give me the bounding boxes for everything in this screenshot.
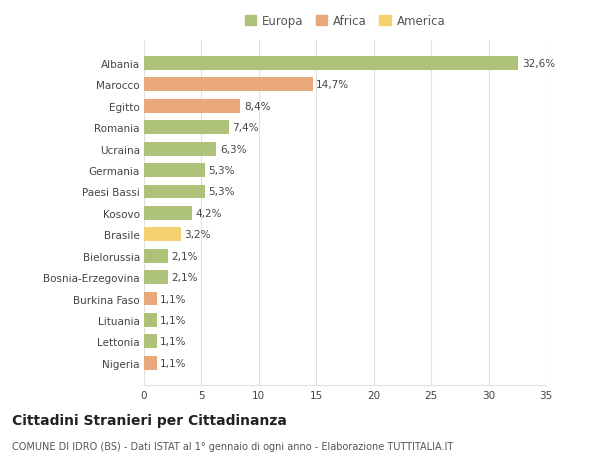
Bar [144,228,181,242]
Bar [144,185,205,199]
Bar [144,292,157,306]
Bar [144,121,229,135]
Text: 4,2%: 4,2% [196,208,222,218]
Text: 5,3%: 5,3% [208,187,235,197]
Bar [144,335,157,348]
Bar [144,270,168,285]
Text: 14,7%: 14,7% [316,80,349,90]
Bar [144,78,313,92]
Text: 32,6%: 32,6% [522,59,555,69]
Text: 8,4%: 8,4% [244,101,271,112]
Text: 5,3%: 5,3% [208,166,235,176]
Text: 7,4%: 7,4% [232,123,259,133]
Text: 1,1%: 1,1% [160,315,187,325]
Bar [144,164,205,178]
Bar [144,313,157,327]
Text: 2,1%: 2,1% [172,273,198,282]
Text: 1,1%: 1,1% [160,336,187,347]
Bar [144,100,241,113]
Text: 1,1%: 1,1% [160,358,187,368]
Bar [144,57,518,71]
Text: 6,3%: 6,3% [220,145,247,154]
Text: 3,2%: 3,2% [184,230,211,240]
Bar [144,207,192,220]
Bar [144,356,157,370]
Bar [144,249,168,263]
Bar [144,142,217,157]
Text: 1,1%: 1,1% [160,294,187,304]
Legend: Europa, Africa, America: Europa, Africa, America [242,13,448,30]
Text: Cittadini Stranieri per Cittadinanza: Cittadini Stranieri per Cittadinanza [12,413,287,427]
Text: COMUNE DI IDRO (BS) - Dati ISTAT al 1° gennaio di ogni anno - Elaborazione TUTTI: COMUNE DI IDRO (BS) - Dati ISTAT al 1° g… [12,441,453,451]
Text: 2,1%: 2,1% [172,251,198,261]
